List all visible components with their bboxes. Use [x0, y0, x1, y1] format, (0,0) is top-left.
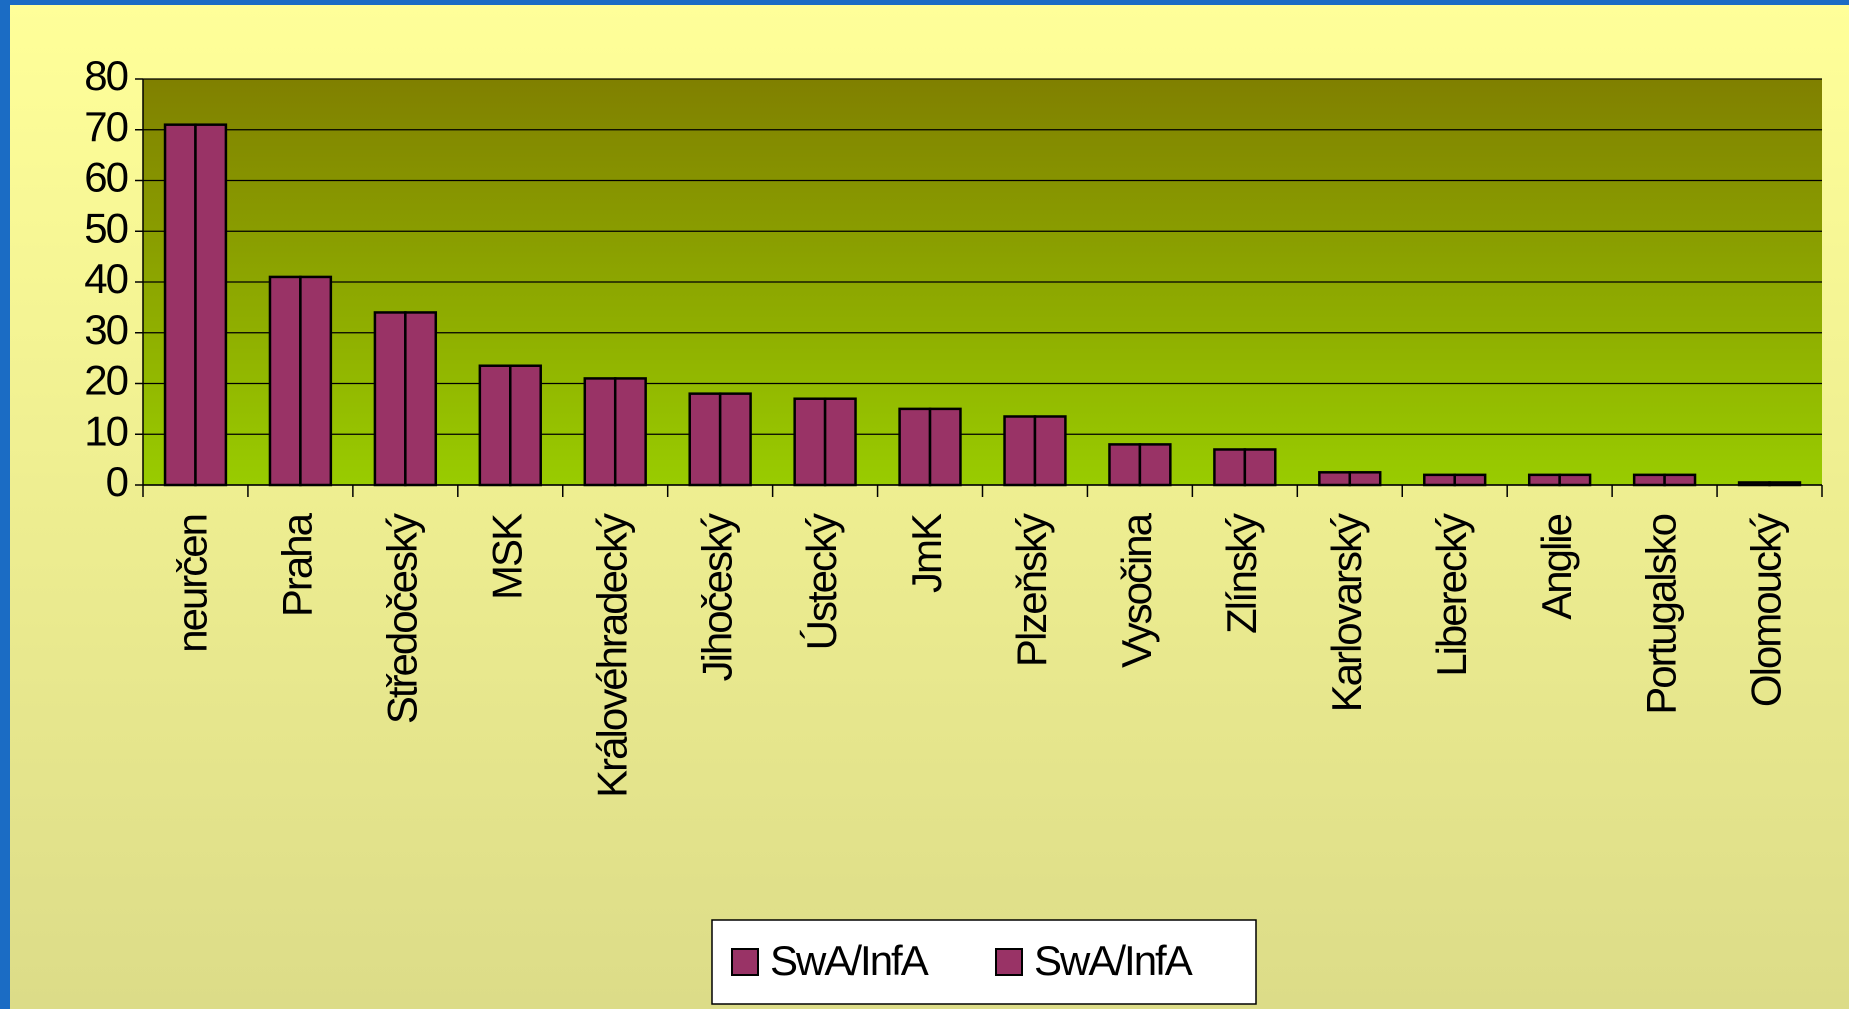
- x-tick-label: Karlovarský: [1323, 513, 1370, 712]
- bar: [194, 123, 228, 487]
- legend-box: [711, 919, 1257, 1005]
- bar: [1632, 473, 1666, 487]
- bar: [1108, 443, 1142, 487]
- bar: [898, 407, 932, 487]
- x-tick-label: Jihočeský: [693, 513, 740, 681]
- bar: [1663, 473, 1697, 487]
- y-tick-label: 50: [84, 204, 127, 251]
- bar: [1348, 471, 1382, 487]
- legend-swatch: [995, 948, 1023, 976]
- x-tick-label: Anglie: [1533, 514, 1580, 619]
- bar: [1243, 448, 1277, 487]
- y-tick-label: 60: [84, 154, 127, 201]
- y-tick-label: 80: [84, 52, 127, 99]
- bar: [1003, 415, 1037, 487]
- bar: [299, 275, 333, 487]
- bar: [1453, 473, 1487, 487]
- y-tick-label: 40: [84, 255, 127, 302]
- bar: [1213, 448, 1247, 487]
- legend-swatch: [731, 948, 759, 976]
- x-tick-label: Praha: [274, 512, 321, 617]
- x-tick-label: Zlínský: [1218, 513, 1265, 634]
- y-tick-label: 10: [84, 407, 127, 454]
- bar: [478, 364, 512, 487]
- x-tick-label: Portugalsko: [1638, 514, 1685, 714]
- bar: [928, 407, 962, 487]
- y-tick-label: 70: [84, 103, 127, 150]
- bar: [583, 377, 617, 487]
- x-tick-label: Královéhradecký: [588, 513, 635, 798]
- x-tick-label: Liberecký: [1428, 513, 1475, 677]
- x-tick-label: Olomoucký: [1743, 513, 1790, 707]
- x-tick-label: MSK: [483, 513, 530, 600]
- x-tick-label: neurčen: [169, 515, 216, 653]
- bar: [1318, 471, 1352, 487]
- bar: [163, 123, 197, 487]
- y-tick-label: 20: [84, 357, 127, 404]
- legend-label: SwA/InfA: [770, 937, 929, 984]
- x-tick-label: JmK: [903, 513, 950, 593]
- x-tick-label: Plzeňský: [1008, 513, 1055, 667]
- bar: [793, 397, 827, 487]
- bar: [1423, 473, 1456, 487]
- bar: [1527, 473, 1561, 487]
- bar: [509, 364, 542, 487]
- y-tick-label: 0: [106, 458, 128, 505]
- bar: [688, 392, 722, 487]
- bar: [404, 311, 438, 487]
- x-tick-label: Vysočina: [1113, 512, 1160, 668]
- x-tick-label: Ústecký: [798, 513, 845, 650]
- legend-label: SwA/InfA: [1034, 937, 1193, 984]
- bar: [718, 392, 752, 487]
- y-tick-label: 30: [84, 306, 127, 353]
- bar: [1033, 415, 1067, 487]
- x-tick-label: Středočeský: [378, 513, 425, 724]
- bar: [1138, 443, 1172, 487]
- bar: [613, 377, 647, 487]
- bar: [268, 275, 302, 487]
- bar: [1558, 473, 1592, 487]
- bar: [373, 311, 407, 487]
- bar: [823, 397, 857, 487]
